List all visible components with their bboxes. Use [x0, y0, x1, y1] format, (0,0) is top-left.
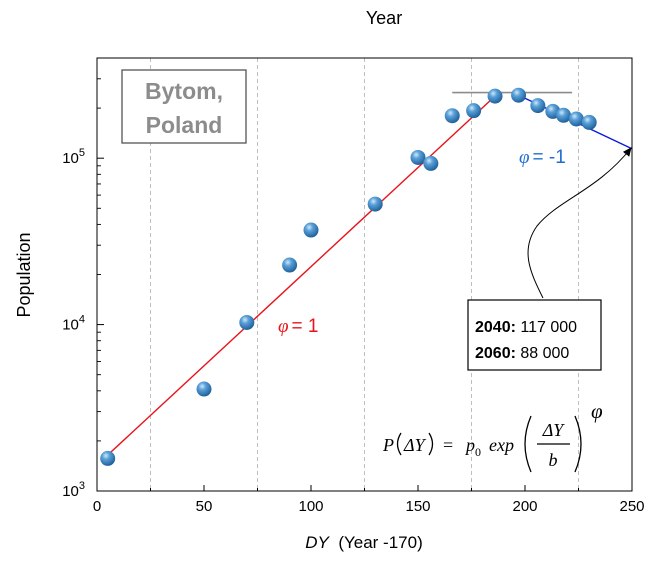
phi-label-blue: φ = -1 — [519, 147, 566, 168]
formula-exp: exp — [489, 435, 514, 455]
forecast-box: 2040: 117 000 2060: 88 000 — [467, 299, 602, 371]
data-point — [511, 87, 527, 103]
formula-lhs: P — [382, 435, 394, 455]
data-point — [196, 381, 212, 397]
data-point — [410, 149, 426, 165]
x-axis-label: DY (Year -170) — [305, 533, 423, 552]
y-tick-label: 103 — [62, 480, 85, 500]
x-tick-label: 0 — [93, 498, 101, 515]
y-tick-label: 104 — [62, 314, 85, 334]
data-point — [100, 450, 116, 466]
city-label-line2: Poland — [146, 112, 223, 138]
top-axis-label: Year — [366, 8, 402, 28]
formula-delta-y-lhs: ΔY — [403, 435, 427, 455]
forecast-arrow — [527, 147, 632, 299]
data-point — [282, 257, 298, 273]
data-point — [530, 98, 546, 114]
fit-line-growth — [105, 95, 496, 458]
data-point — [444, 108, 460, 124]
data-point — [423, 155, 439, 171]
data-point — [303, 222, 319, 238]
model-formula: P ΔY = p0 exp ΔY b φ — [382, 399, 603, 473]
left-axis: 103 104 105 — [62, 57, 104, 500]
x-tick-label: 150 — [405, 498, 430, 515]
data-point — [581, 114, 597, 130]
formula-phi-exponent: φ — [591, 399, 603, 423]
data-point — [568, 111, 584, 127]
formula-equals: = — [443, 435, 453, 455]
y-tick-label: 105 — [62, 147, 85, 167]
x-tick-label: 100 — [298, 498, 323, 515]
x-tick-label: 50 — [196, 498, 213, 515]
y-axis-label: Population — [14, 232, 34, 317]
phi-label-red: φ = 1 — [278, 316, 318, 337]
x-tick-label: 200 — [512, 498, 537, 515]
forecast-2040: 2040: 117 000 — [475, 319, 577, 336]
formula-denominator: b — [549, 450, 558, 470]
data-point — [487, 88, 503, 104]
data-point — [556, 107, 572, 123]
formula-numerator: ΔY — [542, 420, 566, 440]
formula-p0: p0 — [464, 435, 481, 459]
forecast-2060: 2060: 88 000 — [475, 345, 569, 362]
x-tick-label: 250 — [619, 498, 644, 515]
data-points — [100, 87, 597, 466]
city-label-box: Bytom, Poland — [121, 69, 247, 144]
data-point — [466, 103, 482, 119]
city-label-line1: Bytom, — [145, 78, 223, 104]
bottom-axis: 0 50 100 150 200 250 — [93, 485, 645, 515]
data-point — [367, 196, 383, 212]
data-point — [239, 314, 255, 330]
